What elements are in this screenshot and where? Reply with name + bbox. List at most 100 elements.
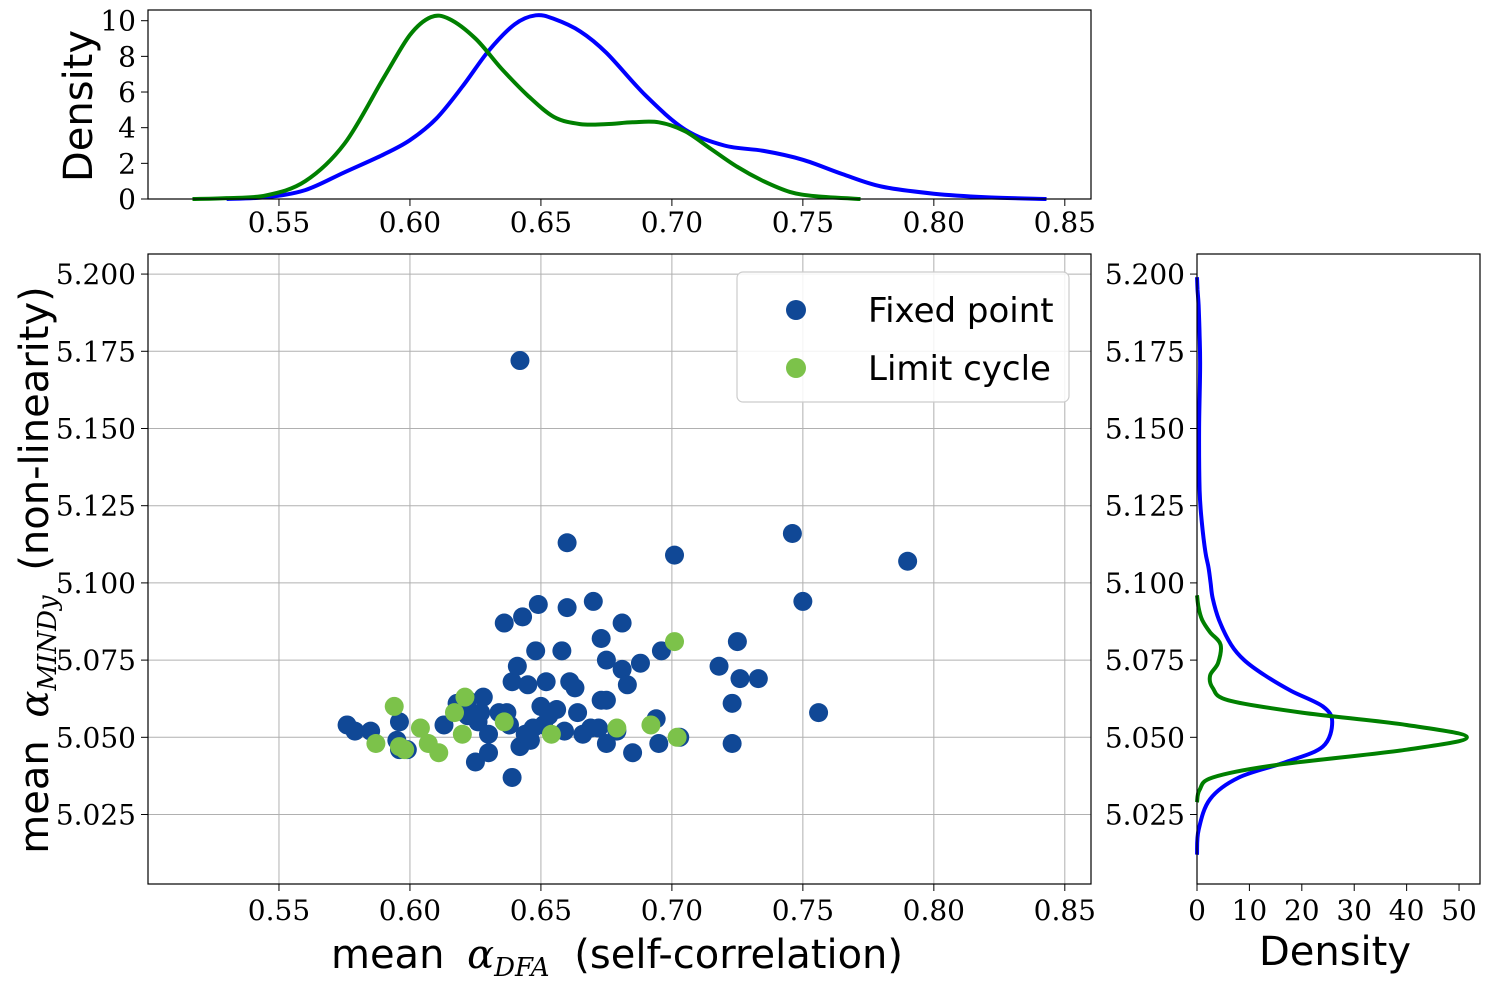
top-x-tick-label: 0.75	[772, 206, 834, 239]
y-tick-label: 5.150	[56, 412, 136, 445]
point-limit-cycle	[366, 733, 386, 753]
point-limit-cycle	[444, 703, 464, 723]
point-fixed-point	[727, 632, 747, 652]
top-density-curve-limit-cycle	[192, 13, 861, 201]
right-x-tick-label: 10	[1232, 894, 1268, 927]
main-plot-frame	[147, 253, 1092, 885]
right-x-tick-label: 50	[1441, 894, 1477, 927]
main-y-axis-label: mean αMINDy (non-linearity)	[12, 286, 66, 854]
x-tick-label: 0.55	[248, 894, 310, 927]
point-limit-cycle	[641, 715, 661, 735]
x-tick-label: 0.65	[510, 894, 572, 927]
right-plot-frame	[1196, 253, 1481, 885]
top-density-curves	[192, 13, 1047, 201]
point-limit-cycle	[541, 724, 561, 744]
top-plot-frame	[147, 9, 1092, 200]
point-limit-cycle	[667, 727, 687, 747]
right-density-curve-limit-cycle	[1195, 595, 1469, 803]
top-x-tick-label: 0.85	[1034, 206, 1096, 239]
point-limit-cycle	[429, 743, 449, 763]
point-fixed-point	[630, 653, 650, 673]
point-fixed-point	[345, 721, 365, 741]
point-limit-cycle	[665, 632, 685, 652]
point-fixed-point	[809, 703, 829, 723]
point-fixed-point	[793, 591, 813, 611]
point-fixed-point	[722, 733, 742, 753]
point-limit-cycle	[607, 718, 627, 738]
point-fixed-point	[494, 613, 514, 633]
y-tick-label: 5.125	[56, 490, 136, 523]
legend-marker-fixed-point	[786, 300, 806, 320]
right-y-tick-label: 5.200	[1105, 258, 1185, 291]
point-fixed-point	[665, 545, 685, 565]
right-y-tick-label: 5.175	[1105, 335, 1185, 368]
right-x-axis-label: Density	[1259, 929, 1411, 975]
y-tick-label: 5.100	[56, 567, 136, 600]
right-x-tick-label: 30	[1336, 894, 1372, 927]
top-x-tick-label: 0.80	[903, 206, 965, 239]
top-x-tick-label: 0.60	[379, 206, 441, 239]
legend: Fixed point Limit cycle	[736, 271, 1070, 403]
point-fixed-point	[473, 687, 493, 707]
y-tick-label: 5.050	[56, 721, 136, 754]
scatter-points	[337, 351, 918, 787]
top-y-tick-label: 0	[118, 183, 136, 216]
point-fixed-point	[782, 523, 802, 543]
point-fixed-point	[557, 598, 577, 618]
x-tick-label: 0.70	[641, 894, 703, 927]
x-tick-label: 0.75	[772, 894, 834, 927]
top-x-tick-label: 0.55	[248, 206, 310, 239]
y-tick-label: 5.075	[56, 644, 136, 677]
point-fixed-point	[748, 669, 768, 689]
right-y-tick-label: 5.025	[1105, 799, 1185, 832]
top-x-ticks: 0.55 0.60 0.65 0.70 0.75 0.80 0.85	[248, 199, 1096, 239]
point-fixed-point	[568, 703, 588, 723]
point-limit-cycle	[395, 740, 415, 760]
point-fixed-point	[552, 641, 572, 661]
point-fixed-point	[513, 607, 533, 627]
main-y-ticks: 5.025 5.050 5.075 5.100 5.125 5.150 5.175 5.200	[56, 258, 148, 832]
point-limit-cycle	[494, 712, 514, 732]
right-marginal-density-plot: 0 10 20 30 40 50 5.025 5.050 5.075 5.100 5.125 5.1…	[1105, 253, 1481, 975]
y-tick-label: 5.200	[56, 258, 136, 291]
point-fixed-point	[502, 672, 522, 692]
point-fixed-point	[536, 672, 556, 692]
point-fixed-point	[709, 656, 729, 676]
legend-label-fixed-point: Fixed point	[868, 291, 1054, 331]
top-y-tick-label: 8	[118, 40, 136, 73]
y-tick-label: 5.175	[56, 335, 136, 368]
point-fixed-point	[565, 678, 585, 698]
right-x-tick-label: 0	[1188, 894, 1206, 927]
top-y-tick-label: 6	[118, 76, 136, 109]
point-fixed-point	[434, 715, 454, 735]
top-x-tick-label: 0.65	[510, 206, 572, 239]
point-fixed-point	[617, 675, 637, 695]
point-fixed-point	[649, 733, 669, 753]
legend-marker-limit-cycle	[786, 358, 806, 378]
legend-label-limit-cycle: Limit cycle	[868, 349, 1051, 389]
top-density-curve-fixed-point	[226, 13, 1047, 201]
right-density-curves	[1195, 277, 1469, 855]
point-fixed-point	[623, 743, 643, 763]
right-x-ticks: 0 10 20 30 40 50	[1188, 884, 1477, 927]
point-fixed-point	[526, 641, 546, 661]
legend-box	[736, 271, 1070, 403]
point-fixed-point	[479, 724, 499, 744]
point-fixed-point	[589, 718, 609, 738]
point-fixed-point	[898, 551, 918, 571]
top-y-tick-label: 4	[118, 112, 136, 145]
point-fixed-point	[722, 693, 742, 713]
point-fixed-point	[612, 613, 632, 633]
top-y-axis-label: Density	[56, 30, 102, 182]
point-fixed-point	[528, 595, 548, 615]
point-fixed-point	[596, 650, 616, 670]
point-fixed-point	[612, 659, 632, 679]
top-y-tick-label: 10	[100, 5, 136, 38]
point-fixed-point	[389, 712, 409, 732]
x-tick-label: 0.85	[1034, 894, 1096, 927]
point-fixed-point	[510, 351, 530, 371]
main-scatter-plot: 0.55 0.60 0.65 0.70 0.75 0.80 0.85 5.0255.0505…	[12, 253, 1096, 983]
point-limit-cycle	[384, 696, 404, 716]
